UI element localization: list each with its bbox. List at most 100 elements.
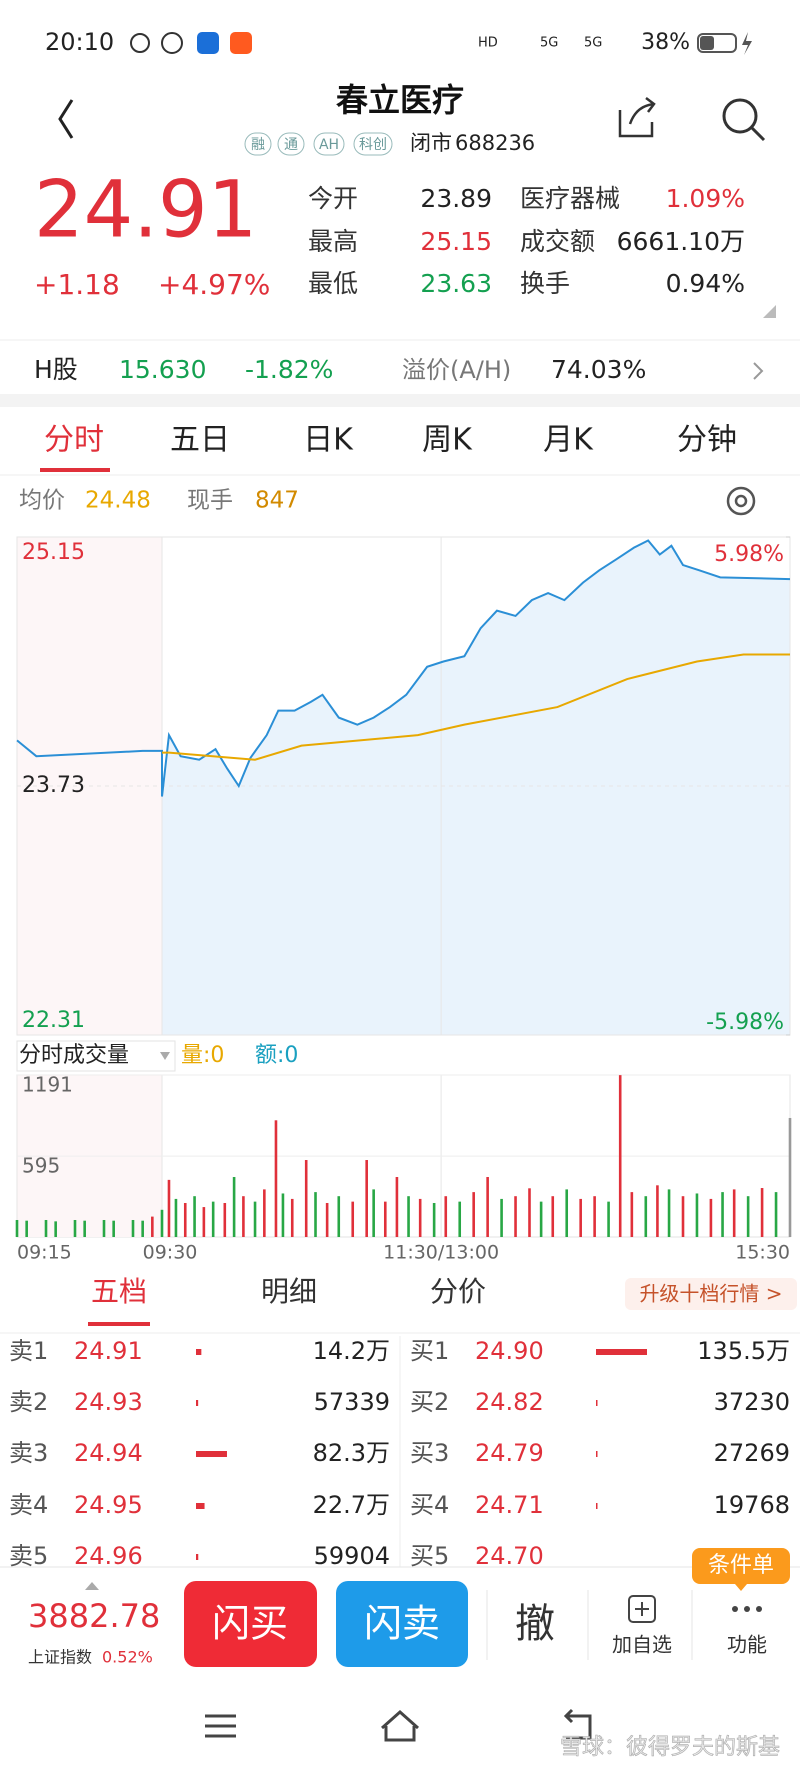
last-vol-label: 现手 — [187, 488, 233, 514]
nav-menu[interactable] — [205, 1714, 236, 1738]
volume-bar — [418, 1198, 422, 1237]
nav-home[interactable] — [381, 1709, 419, 1742]
stat-label: 最高 — [308, 227, 358, 256]
y-tick-label: 595 — [22, 1154, 60, 1178]
menu-dot — [756, 1606, 762, 1612]
price-change-pct: +4.97% — [158, 268, 270, 301]
volume-bar — [83, 1220, 86, 1237]
buy-button[interactable] — [184, 1581, 317, 1667]
volume-bar — [472, 1192, 475, 1237]
volume-amount: 额:0 — [255, 1043, 298, 1068]
avg-value: 24.48 — [85, 488, 151, 514]
volume-bar — [232, 1177, 236, 1237]
add-watch-icon[interactable] — [628, 1595, 656, 1623]
order-price: 24.71 — [475, 1491, 544, 1519]
volume-bar — [432, 1202, 436, 1237]
volume-bar — [721, 1192, 724, 1237]
volume-bar — [579, 1198, 582, 1237]
volume-bar — [223, 1202, 227, 1237]
volume-bar — [160, 1209, 164, 1237]
volume-bar — [290, 1198, 294, 1237]
order-level: 卖5 — [9, 1542, 48, 1570]
chart-tab[interactable]: 月K — [543, 423, 594, 458]
upgrade-link[interactable]: 升级十档行情 > — [639, 1282, 782, 1306]
share-button[interactable] — [618, 97, 656, 138]
cancel-button[interactable]: 撤 — [515, 1601, 555, 1647]
chart-tab[interactable]: 五日 — [170, 423, 230, 458]
functions-label[interactable]: 功能 — [727, 1633, 767, 1657]
menu-dot — [732, 1606, 738, 1612]
order-tab[interactable]: 明细 — [261, 1275, 317, 1308]
order-tab[interactable]: 五档 — [91, 1275, 147, 1308]
search-button[interactable] — [722, 98, 766, 142]
volume-bar — [383, 1201, 387, 1237]
last-vol-value: 847 — [255, 488, 299, 514]
order-level: 买2 — [410, 1388, 449, 1416]
volume-bar — [618, 1075, 622, 1237]
tag-outline — [277, 132, 305, 156]
buy-label[interactable]: 闪买 — [212, 1602, 288, 1646]
y-tick-label: 22.31 — [22, 1008, 85, 1033]
volume-bar — [25, 1220, 28, 1237]
order-volume: 27269 — [714, 1439, 790, 1467]
order-volume: 135.5万 — [697, 1337, 790, 1365]
network-label: HD — [478, 36, 498, 51]
order-volume-bar — [196, 1349, 202, 1355]
order-price: 24.82 — [475, 1388, 544, 1416]
order-volume-bar — [196, 1554, 199, 1560]
menu-dot — [744, 1606, 750, 1612]
chart-tab[interactable]: 日K — [303, 423, 354, 458]
y-tick-label: 25.15 — [22, 540, 85, 565]
order-volume-bar — [196, 1503, 205, 1509]
volume-bar — [695, 1193, 699, 1237]
order-level: 卖3 — [9, 1439, 48, 1467]
volume-bar — [788, 1117, 792, 1237]
sell-label[interactable]: 闪卖 — [364, 1602, 440, 1646]
stat-value: 23.89 — [420, 184, 492, 213]
order-level: 卖1 — [9, 1337, 48, 1365]
y2-tick-label: 5.98% — [714, 542, 784, 567]
upgrade-pill[interactable] — [625, 1278, 797, 1310]
conditional-pill[interactable] — [692, 1548, 790, 1584]
h-share-more[interactable] — [753, 362, 764, 380]
volume-bar — [15, 1219, 19, 1237]
add-watch-label[interactable]: 加自选 — [612, 1633, 672, 1657]
watermark: 雪球：彼得罗夫的斯基 — [560, 1735, 780, 1760]
volume-bar — [656, 1185, 659, 1237]
conditional-pointer — [735, 1584, 747, 1591]
x-tick-label: 15:30 — [735, 1242, 790, 1264]
settings-button[interactable] — [726, 486, 756, 516]
order-price: 24.91 — [74, 1337, 143, 1365]
volume-bar — [528, 1188, 531, 1237]
nav-back[interactable] — [563, 1708, 592, 1740]
volume-bar — [242, 1196, 245, 1237]
chart-tab[interactable]: 周K — [422, 423, 473, 458]
volume-dropdown[interactable] — [160, 1052, 170, 1060]
order-level: 卖2 — [9, 1388, 48, 1416]
volume-qty: 量:0 — [181, 1043, 224, 1068]
sell-button[interactable] — [336, 1581, 468, 1667]
x-tick-label: 09:30 — [143, 1242, 198, 1264]
chart-tab[interactable]: 分钟 — [677, 423, 737, 458]
volume-bar — [732, 1189, 736, 1237]
index-expand[interactable] — [85, 1582, 99, 1590]
volume-bar — [365, 1160, 368, 1237]
network-label: 5G — [584, 36, 602, 51]
chart-tab[interactable]: 分时 — [44, 423, 104, 458]
volume-bar — [263, 1189, 266, 1237]
volume-bar — [760, 1188, 764, 1237]
active-tab-indicator — [40, 468, 110, 472]
volume-bar — [325, 1202, 329, 1237]
volume-bar — [746, 1196, 750, 1237]
premium-label: 溢价(A/H) — [402, 356, 511, 384]
volume-bar — [351, 1201, 355, 1237]
battery-level: 38% — [641, 30, 690, 55]
stat-value: 0.94% — [666, 269, 745, 298]
order-tab[interactable]: 分价 — [430, 1275, 486, 1308]
conditional-label[interactable]: 条件单 — [708, 1553, 774, 1578]
price-line — [162, 653, 790, 761]
back-button[interactable] — [58, 99, 74, 139]
volume-bar — [141, 1220, 144, 1237]
volume-bar — [539, 1201, 543, 1237]
volume-bar — [667, 1189, 671, 1237]
